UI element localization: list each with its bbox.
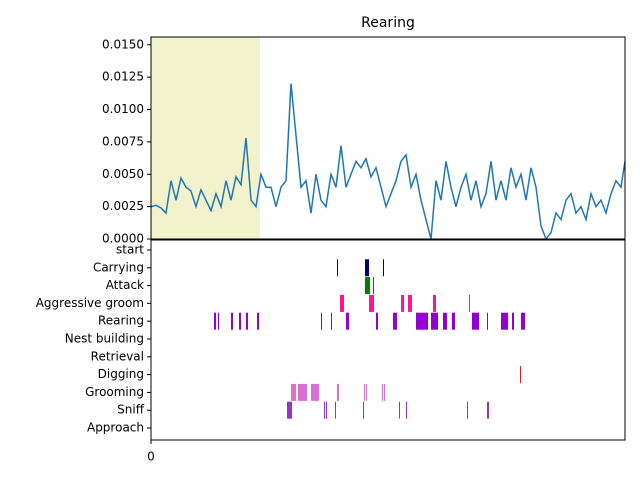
event-bar [433,294,436,312]
y-tick-label: 0.0150 [102,37,144,51]
event-bar [291,383,296,401]
event-bar [487,312,488,330]
event-bar [214,312,216,330]
shaded-span [151,37,260,239]
y-tick-label: 0.0050 [102,167,144,181]
event-bar [365,259,369,277]
event-bar [364,383,365,401]
event-bar [365,277,370,295]
chart-title: Rearing [361,15,415,31]
y-tick-label: Attack [106,278,144,292]
event-bar [467,401,468,419]
event-bar [363,401,364,419]
y-tick-label: Nest building [65,332,144,346]
event-bar [321,312,322,330]
x-tick-label: 0 [147,450,155,464]
y-tick-label: 0.0000 [102,232,144,246]
event-bar [520,366,521,384]
event-bar [346,312,349,330]
event-bar [239,312,241,330]
event-bar [340,294,344,312]
event-bar [218,312,219,330]
event-bar [298,383,307,401]
event-bar [469,294,470,312]
event-bar [416,312,428,330]
event-bar [335,401,336,419]
y-tick-label: Sniff [117,403,145,417]
axes-frame [150,36,626,240]
y-tick-label: 0.0100 [102,102,144,116]
y-tick-label: Carrying [93,260,144,274]
line [150,83,626,241]
y-tick-label: Digging [98,367,144,381]
event-bar [246,312,248,330]
y-tick-label: Grooming [85,385,144,399]
event-bar [311,383,319,401]
event-bar [287,401,292,419]
y-tick-label: Rearing [98,314,144,328]
event-bar [512,312,514,330]
event-bar [401,294,404,312]
event-bar [443,312,447,330]
event-bar [373,277,374,295]
event-bar [452,312,455,330]
event-bar [431,312,438,330]
event-bar [231,312,233,330]
y-tick-label: 0.0025 [102,199,144,213]
event-bar [326,401,327,419]
event-bar [393,312,397,330]
event-bar [472,312,479,330]
y-tick-label: start [116,243,144,257]
event-bar [384,383,385,401]
event-bar [376,312,378,330]
axes-frame [150,239,626,441]
y-tick-label: 0.0075 [102,134,144,148]
event-bar [257,312,259,330]
event-bar [501,312,508,330]
y-tick-label: 0.0125 [102,70,144,84]
y-tick-label: Aggressive groom [36,296,144,310]
event-bar [337,383,339,401]
event-bar [369,294,374,312]
event-bar [366,383,367,401]
event-bar [406,401,407,419]
event-bar [383,259,384,277]
event-bar [408,294,412,312]
y-tick-label: Approach [87,421,144,435]
event-bar [324,401,325,419]
event-bar [337,259,338,277]
y-tick-label: Retrieval [91,349,144,363]
event-bar [399,401,400,419]
event-bar [487,401,489,419]
event-bar [382,383,383,401]
event-bar [521,312,525,330]
event-bar [331,312,332,330]
